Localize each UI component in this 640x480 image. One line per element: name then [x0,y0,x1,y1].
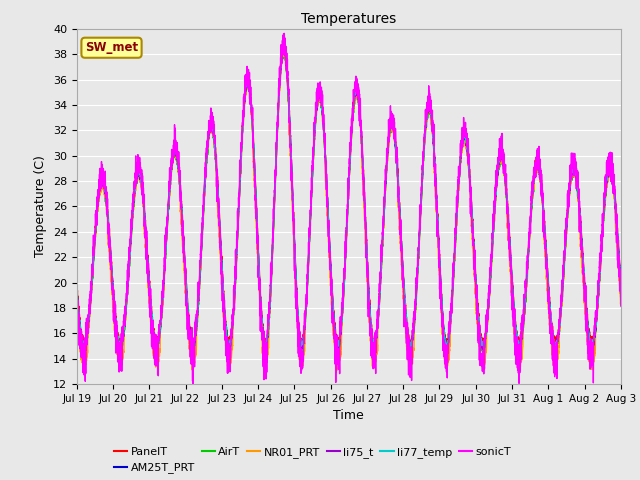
Y-axis label: Temperature (C): Temperature (C) [35,156,47,257]
NR01_PRT [279,46,287,51]
AirT [280,48,288,53]
li75_t [171,148,179,154]
AirT [73,289,81,295]
li77_temp [441,336,449,341]
sonicT [73,292,81,298]
li77_temp [189,344,196,350]
Legend: PanelT, AM25T_PRT, AirT, NR01_PRT, li75_t, li77_temp, sonicT: PanelT, AM25T_PRT, AirT, NR01_PRT, li75_… [109,443,516,478]
AM25T_PRT [616,272,624,277]
AirT [189,352,196,358]
AM25T_PRT [441,335,449,341]
NR01_PRT [616,294,624,300]
Text: SW_met: SW_met [85,41,138,54]
li75_t [617,286,625,291]
li75_t [280,46,287,51]
li77_temp [73,285,81,290]
AM25T_PRT [471,261,479,267]
li77_temp [616,274,624,280]
PanelT [280,40,288,46]
PanelT [552,344,559,350]
NR01_PRT [617,302,625,308]
sonicT [616,272,624,277]
PanelT [329,291,337,297]
PanelT [73,284,81,290]
sonicT [617,303,625,309]
NR01_PRT [471,278,479,284]
PanelT [471,257,479,263]
sonicT [189,384,196,390]
li75_t [502,184,509,190]
AirT [617,283,625,289]
AM25T_PRT [171,149,179,155]
AM25T_PRT [73,288,81,293]
sonicT [329,316,337,322]
NR01_PRT [329,310,337,315]
Title: Temperatures: Temperatures [301,12,396,26]
sonicT [171,122,179,128]
li77_temp [280,43,287,48]
sonicT [502,176,509,181]
NR01_PRT [334,367,342,373]
PanelT [171,147,179,153]
NR01_PRT [73,297,81,303]
li75_t [616,276,624,281]
AM25T_PRT [152,346,160,351]
li75_t [441,335,449,341]
PanelT [502,180,509,185]
PanelT [441,330,449,336]
AirT [471,267,479,273]
sonicT [471,247,479,253]
AirT [441,336,449,342]
li77_temp [171,148,179,154]
li75_t [471,264,479,269]
Line: li75_t: li75_t [77,48,621,350]
li77_temp [471,263,479,268]
NR01_PRT [171,153,179,158]
Line: sonicT: sonicT [77,33,621,387]
li77_temp [329,297,337,302]
Line: PanelT: PanelT [77,43,621,347]
PanelT [616,273,624,278]
AirT [171,148,179,154]
AM25T_PRT [617,281,625,287]
AM25T_PRT [502,182,509,188]
AM25T_PRT [329,298,337,304]
Line: li77_temp: li77_temp [77,46,621,347]
NR01_PRT [502,182,509,188]
NR01_PRT [441,351,449,357]
X-axis label: Time: Time [333,409,364,422]
AirT [329,300,337,305]
Line: AirT: AirT [77,50,621,355]
Line: AM25T_PRT: AM25T_PRT [77,48,621,348]
AirT [502,184,509,190]
AirT [616,281,624,287]
li75_t [73,288,81,294]
sonicT [280,30,288,36]
Line: NR01_PRT: NR01_PRT [77,48,621,370]
sonicT [441,360,449,366]
li77_temp [617,280,625,286]
li75_t [329,297,337,303]
li75_t [406,347,413,353]
li77_temp [502,182,509,188]
AM25T_PRT [280,45,287,51]
PanelT [617,278,625,284]
